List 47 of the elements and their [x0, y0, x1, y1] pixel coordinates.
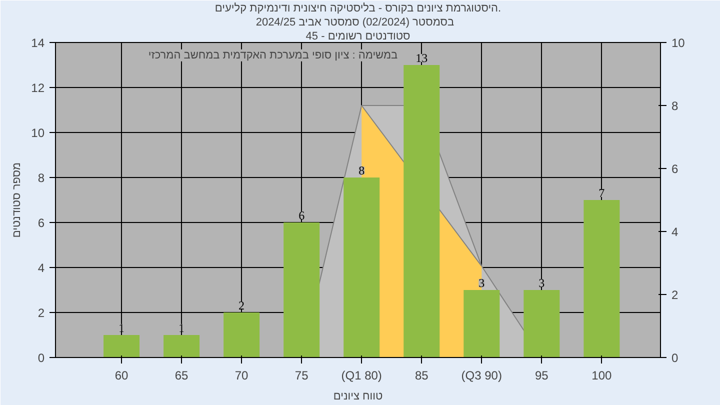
data-label: 1: [178, 321, 185, 335]
data-label: 6: [298, 208, 305, 222]
annotation: במשימה : ציון סופי במערכת האקדמית במחשב המרכזי: [148, 49, 398, 62]
y-tick-label: 10: [31, 126, 45, 140]
y-tick-label: 0: [38, 351, 45, 365]
x-tick-label: 65: [174, 368, 189, 382]
y2-tick-label: 4: [672, 225, 678, 239]
y-axis-title: מספר סטודנטים: [11, 162, 24, 238]
bar: [284, 222, 320, 358]
data-label: 8: [358, 164, 365, 178]
y-tick-label: 6: [38, 216, 45, 230]
bar: [164, 335, 200, 358]
y-tick-label: 4: [38, 261, 45, 275]
x-tick-label: 85: [414, 368, 429, 382]
data-label: 2: [238, 298, 245, 312]
x-tick-label: 70: [234, 368, 249, 382]
bar: [344, 178, 380, 358]
x-axis-title: טווח ציונים: [333, 390, 383, 402]
bar: [104, 335, 140, 358]
y-tick-label: 12: [31, 81, 45, 95]
x-tick-label: 95: [534, 368, 549, 382]
chart-subtitle: בסמסטר (02/2024) סמסטר אביב 2024/25: [256, 16, 454, 28]
y-tick-label: 14: [31, 36, 45, 50]
x-tick-label: 100: [592, 368, 612, 382]
annotation: סטודנטים רשומים - 45: [306, 30, 410, 42]
chart-title: היסטוגרמת ציונים בקורס - בליסטיקה חיצונית ודינמיקת קליעים.: [214, 2, 502, 14]
bar: [524, 290, 560, 358]
data-label: 1: [118, 321, 125, 335]
x-tick-label: (Q3 90): [461, 368, 502, 382]
x-tick-label: 75: [294, 368, 309, 382]
data-label: 13: [416, 51, 428, 65]
y2-tick-label: 0: [672, 351, 678, 365]
x-tick-label: (Q1 80): [341, 368, 382, 382]
bar: [404, 65, 440, 358]
data-label: 7: [598, 186, 605, 200]
x-tick-label: 60: [114, 368, 129, 382]
y2-tick-label: 2: [672, 288, 678, 302]
y2-tick-label: 8: [672, 99, 678, 113]
y-tick-label: 2: [38, 306, 45, 320]
data-label: 3: [478, 276, 485, 290]
bar: [224, 312, 260, 358]
y2-tick-label: 10: [672, 36, 686, 50]
y-tick-label: 8: [38, 171, 45, 185]
data-label: 3: [538, 276, 545, 290]
bar: [584, 200, 620, 358]
bar: [464, 290, 500, 358]
y2-tick-label: 6: [672, 162, 678, 176]
